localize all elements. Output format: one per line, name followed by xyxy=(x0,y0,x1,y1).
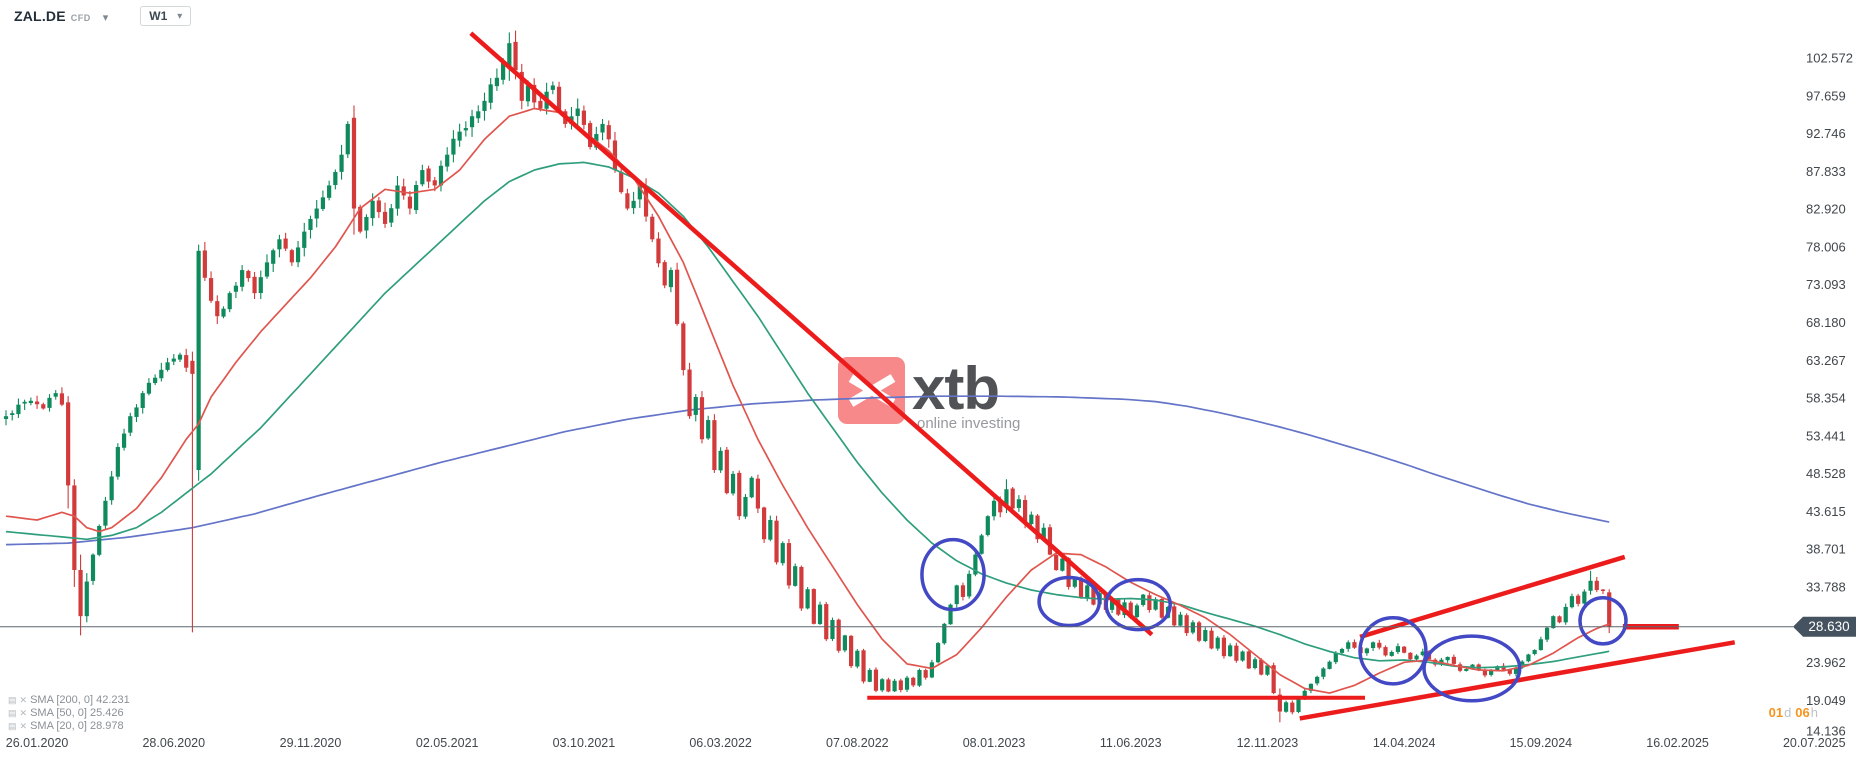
annotation-trendlines[interactable] xyxy=(469,31,1736,721)
sma-50-path xyxy=(5,161,1610,669)
svg-text:23.962: 23.962 xyxy=(1806,655,1846,670)
symbol-selector[interactable]: ZAL.DE CFD ▾ xyxy=(14,8,108,24)
svg-text:16.02.2025: 16.02.2025 xyxy=(1646,736,1709,750)
chevron-down-icon: ▾ xyxy=(177,10,183,22)
svg-text:78.006: 78.006 xyxy=(1806,239,1846,254)
highlight-ellipse xyxy=(1037,575,1102,628)
countdown-days: 01 xyxy=(1768,705,1784,720)
svg-text:07.08.2022: 07.08.2022 xyxy=(826,736,889,750)
svg-text:33.788: 33.788 xyxy=(1806,580,1846,595)
indicator-label: SMA [200, 0] 42.231 xyxy=(30,693,130,706)
svg-text:11.06.2023: 11.06.2023 xyxy=(1100,736,1162,750)
indicator-panel-icon[interactable]: ▤ xyxy=(8,720,17,731)
svg-text:97.659: 97.659 xyxy=(1806,88,1846,103)
svg-text:06.03.2022: 06.03.2022 xyxy=(689,736,752,750)
svg-text:102.572: 102.572 xyxy=(1806,51,1853,66)
downtrend-line xyxy=(469,31,1154,637)
countdown-days-unit: d xyxy=(1784,705,1792,720)
svg-text:38.701: 38.701 xyxy=(1806,542,1846,557)
legend-row-sma50[interactable]: ▤ ✕ SMA [50, 0] 25.426 xyxy=(8,706,130,719)
svg-text:68.180: 68.180 xyxy=(1806,315,1846,330)
svg-text:63.267: 63.267 xyxy=(1806,353,1846,368)
svg-text:53.441: 53.441 xyxy=(1806,428,1846,443)
candle-close-countdown: 01d 06h xyxy=(1769,705,1822,720)
remove-indicator-icon[interactable]: ✕ xyxy=(19,694,28,705)
instrument-type-label: CFD xyxy=(70,13,91,23)
svg-text:28.630: 28.630 xyxy=(1808,619,1849,634)
svg-text:14.04.2024: 14.04.2024 xyxy=(1373,736,1436,750)
svg-text:20.07.2025: 20.07.2025 xyxy=(1783,736,1846,750)
highlight-ellipse xyxy=(1104,577,1172,632)
svg-text:92.746: 92.746 xyxy=(1806,126,1846,141)
svg-text:28.06.2020: 28.06.2020 xyxy=(142,736,205,750)
highlight-ellipse xyxy=(1358,615,1428,686)
remove-indicator-icon[interactable]: ✕ xyxy=(19,720,28,731)
svg-text:online investing: online investing xyxy=(917,415,1020,432)
sma-50-line xyxy=(5,161,1610,669)
price-axis[interactable]: 102.572 97.659 92.746 87.833 82.920 78.006 73.… xyxy=(1806,51,1853,739)
time-axis[interactable]: 26.01.2020 28.06.2020 29.11.2020 02.05.2021… xyxy=(6,736,1846,750)
annotation-ellipses[interactable] xyxy=(920,537,1628,703)
svg-text:82.920: 82.920 xyxy=(1806,202,1846,217)
last-price-badge: 28.630 xyxy=(1793,616,1856,637)
svg-text:xtb: xtb xyxy=(912,355,999,422)
countdown-hours: 06 xyxy=(1795,705,1810,720)
svg-text:48.528: 48.528 xyxy=(1806,466,1846,481)
indicator-panel-icon[interactable]: ▤ xyxy=(8,707,17,718)
timeframe-value: W1 xyxy=(149,9,168,23)
svg-text:29.11.2020: 29.11.2020 xyxy=(280,736,342,750)
rising-wedge-upper xyxy=(1359,554,1626,640)
symbol-name: ZAL.DE xyxy=(14,8,66,24)
svg-text:26.01.2020: 26.01.2020 xyxy=(6,736,69,750)
timeframe-selector[interactable]: W1 ▾ xyxy=(140,6,192,26)
chevron-down-icon: ▾ xyxy=(102,12,109,24)
svg-text:73.093: 73.093 xyxy=(1806,277,1846,292)
legend-row-sma20[interactable]: ▤ ✕ SMA [20, 0] 28.978 xyxy=(8,719,130,732)
svg-text:58.354: 58.354 xyxy=(1806,391,1846,406)
chart-toolbar: ZAL.DE CFD ▾ W1 ▾ xyxy=(14,6,192,26)
highlight-ellipse xyxy=(920,537,986,612)
highlight-ellipse xyxy=(1578,595,1628,646)
svg-text:19.049: 19.049 xyxy=(1806,693,1846,708)
sma-200-path xyxy=(5,395,1610,546)
highlight-ellipse xyxy=(1422,634,1522,703)
remove-indicator-icon[interactable]: ✕ xyxy=(19,707,28,718)
svg-text:87.833: 87.833 xyxy=(1806,164,1846,179)
sma-200-line xyxy=(5,395,1610,546)
svg-text:15.09.2024: 15.09.2024 xyxy=(1510,736,1573,750)
svg-text:08.01.2023: 08.01.2023 xyxy=(963,736,1026,750)
svg-text:43.615: 43.615 xyxy=(1806,504,1846,519)
svg-text:02.05.2021: 02.05.2021 xyxy=(416,736,479,750)
countdown-hours-unit: h xyxy=(1810,705,1818,720)
indicator-label: SMA [50, 0] 25.426 xyxy=(30,706,124,719)
svg-text:12.11.2023: 12.11.2023 xyxy=(1237,736,1299,750)
indicator-label: SMA [20, 0] 28.978 xyxy=(30,719,124,732)
legend-row-sma200[interactable]: ▤ ✕ SMA [200, 0] 42.231 xyxy=(8,693,130,706)
sma-20-path xyxy=(5,107,1610,694)
svg-text:03.10.2021: 03.10.2021 xyxy=(553,736,616,750)
indicator-panel-icon[interactable]: ▤ xyxy=(8,694,17,705)
indicator-legend: ▤ ✕ SMA [200, 0] 42.231 ▤ ✕ SMA [50, 0] … xyxy=(8,693,130,732)
sma-20-line xyxy=(5,107,1610,694)
svg-text:14.136: 14.136 xyxy=(1806,724,1846,739)
candlestick-series xyxy=(3,30,1612,723)
